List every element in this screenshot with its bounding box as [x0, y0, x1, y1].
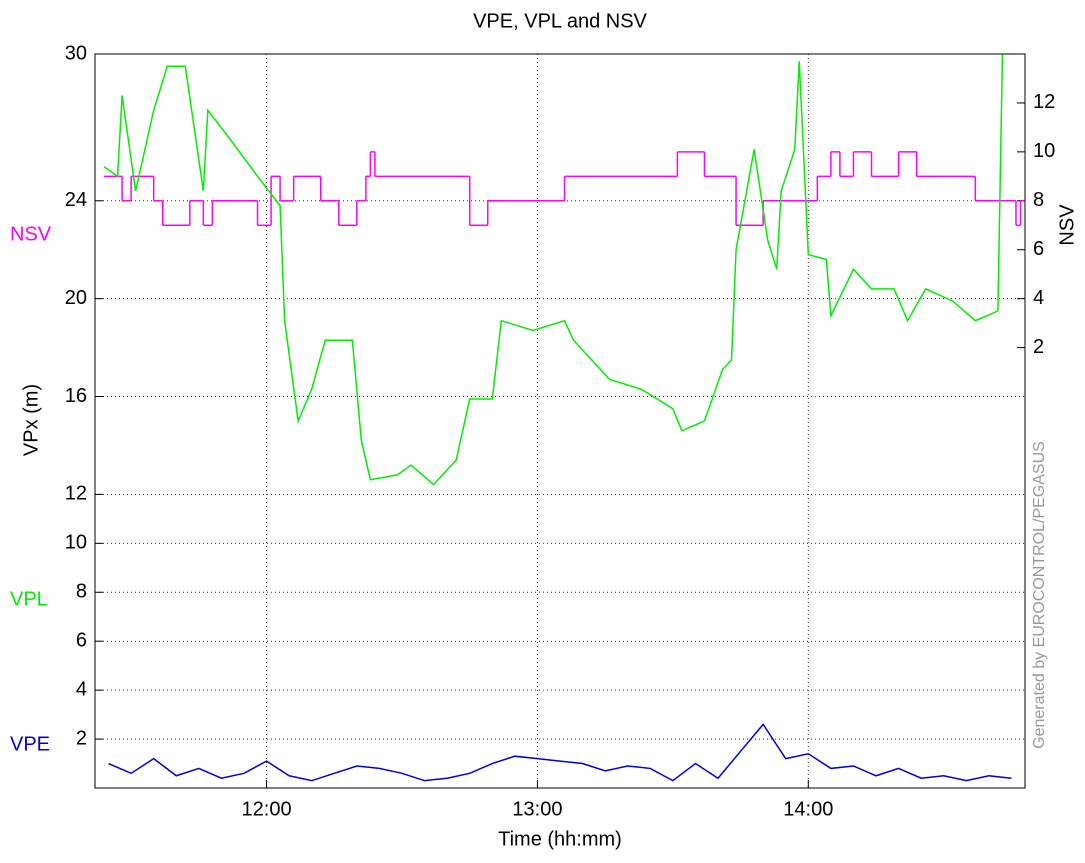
y-tick-label: 4 [76, 678, 87, 700]
y2-axis-label: NSV [1056, 204, 1078, 246]
y-tick-label: 6 [76, 629, 87, 651]
chart-title: VPE, VPL and NSV [473, 10, 647, 32]
series-line [108, 723, 1012, 782]
series-label: VPL [10, 588, 48, 610]
series-line [103, 53, 1004, 486]
y2-tick-label: 8 [1033, 189, 1044, 211]
y2-tick-label: 6 [1033, 238, 1044, 260]
y2-tick-label: 4 [1033, 287, 1044, 309]
y2-tick-label: 2 [1033, 336, 1044, 358]
series-label: NSV [10, 223, 52, 245]
y-tick-label: 10 [65, 532, 87, 554]
y-tick-label: 2 [76, 727, 87, 749]
y-tick-label: 12 [65, 483, 87, 505]
x-tick-label: 14:00 [783, 798, 833, 820]
y2-tick-label: 10 [1033, 140, 1055, 162]
step-riser [121, 151, 1022, 226]
y-tick-label: 24 [65, 189, 87, 211]
y-axis-label: VPx (m) [20, 384, 42, 456]
x-tick-label: 13:00 [512, 798, 562, 820]
series-label: VPE [10, 733, 50, 755]
x-tick-label: 12:00 [242, 798, 292, 820]
y2-tick-label: 12 [1033, 91, 1055, 113]
x-axis-label: Time (hh:mm) [498, 828, 622, 850]
watermark: Generated by EUROCONTROL/PEGASUS [1031, 441, 1048, 749]
y-tick-label: 16 [65, 385, 87, 407]
y-tick-label: 20 [65, 287, 87, 309]
y-tick-label: 8 [76, 581, 87, 603]
plot-frame [94, 53, 1026, 789]
y-tick-label: 30 [65, 42, 87, 64]
